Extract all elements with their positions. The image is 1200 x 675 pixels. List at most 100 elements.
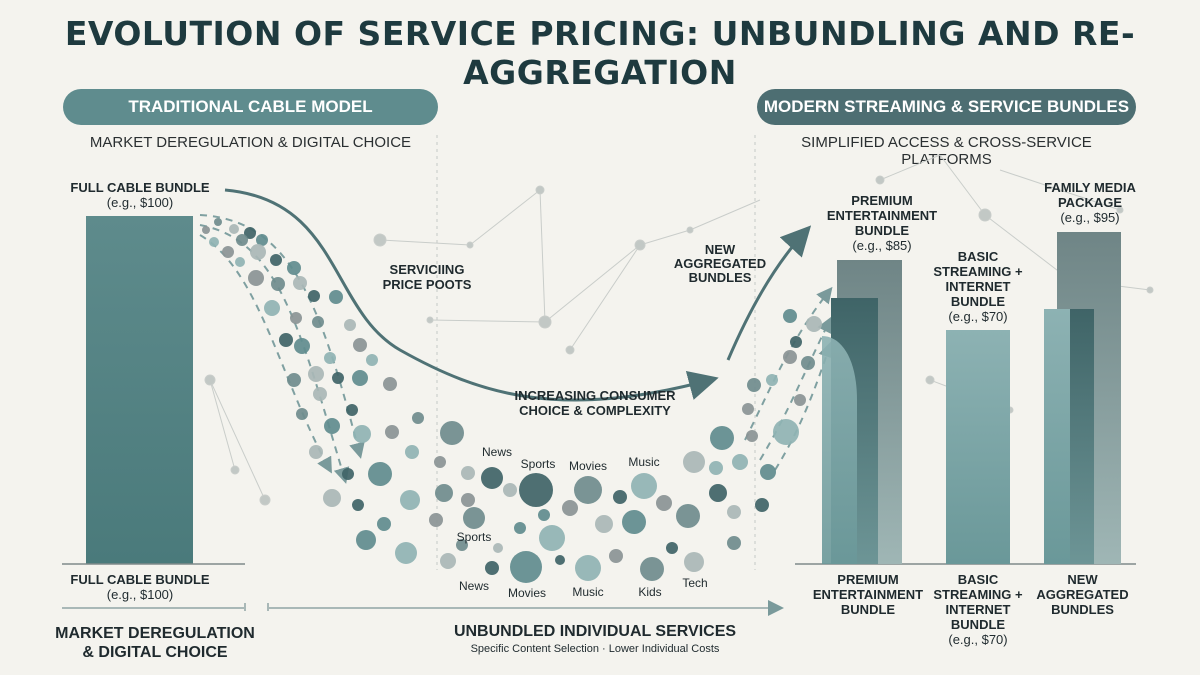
family-bar-front xyxy=(1044,309,1070,564)
service-bubble xyxy=(222,246,234,258)
service-bubble xyxy=(783,350,797,364)
service-bubble xyxy=(461,466,475,480)
service-bubble xyxy=(296,408,308,420)
service-bubble xyxy=(353,338,367,352)
service-bubble xyxy=(352,370,368,386)
service-bubble xyxy=(463,507,485,529)
service-bubble xyxy=(440,421,464,445)
choice-complexity-label: INCREASING CONSUMER CHOICE & COMPLEXITY xyxy=(514,388,676,418)
service-bubble xyxy=(312,316,324,328)
service-bubble xyxy=(344,319,356,331)
family-top-label: FAMILY MEDIA PACKAGE (e.g., $95) xyxy=(1044,180,1136,225)
service-bubble xyxy=(308,366,324,382)
service-bubble xyxy=(575,555,601,581)
service-bubble xyxy=(656,495,672,511)
service-bubble xyxy=(742,403,754,415)
family-media-bar-group xyxy=(1044,232,1121,564)
service-bubble xyxy=(323,489,341,507)
family-bar-mid xyxy=(1068,309,1094,564)
service-bubble xyxy=(790,336,802,348)
service-bubble xyxy=(366,354,378,366)
service-bubble xyxy=(342,468,354,480)
traditional-cable-header: TRADITIONAL CABLE MODEL xyxy=(63,89,438,125)
service-bubble xyxy=(385,425,399,439)
service-bubble xyxy=(332,372,344,384)
service-bubble xyxy=(684,552,704,572)
service-bubble xyxy=(710,426,734,450)
service-bubble xyxy=(622,510,646,534)
service-bubble xyxy=(806,316,822,332)
service-bubble xyxy=(279,333,293,347)
service-bubble xyxy=(435,484,453,502)
service-bubble xyxy=(746,430,758,442)
service-bubble xyxy=(555,555,565,565)
service-bubble xyxy=(676,504,700,528)
service-bubble xyxy=(755,498,769,512)
service-bubble xyxy=(308,290,320,302)
service-bubble xyxy=(202,226,210,234)
service-label-music: Music xyxy=(572,585,604,599)
service-bubble xyxy=(383,377,397,391)
service-label-tech: Tech xyxy=(682,576,708,590)
service-bubble xyxy=(429,513,443,527)
service-bubble xyxy=(595,515,613,533)
service-bubble xyxy=(631,473,657,499)
service-bubble xyxy=(236,234,248,246)
basic-bottom-label: BASIC STREAMING + INTERNET BUNDLE (e.g., … xyxy=(933,572,1023,647)
service-bubble xyxy=(214,218,222,226)
service-bubble xyxy=(244,227,256,239)
service-bubble xyxy=(270,254,282,266)
service-bubble xyxy=(709,461,723,475)
service-bubble xyxy=(290,312,302,324)
service-bubble xyxy=(481,467,503,489)
service-bubble xyxy=(229,224,239,234)
premium-bottom-label: PREMIUM ENTERTAINMENT BUNDLE xyxy=(812,572,924,617)
service-bubble xyxy=(794,394,806,406)
service-bubble xyxy=(264,300,280,316)
service-bubble xyxy=(493,543,503,553)
servicing-price-label: SERVICIING PRICE POOTS xyxy=(382,262,472,292)
left-subheader: MARKET DEREGULATION & DIGITAL CHOICE xyxy=(89,134,412,151)
service-bubble xyxy=(271,277,285,291)
service-bubble xyxy=(250,244,266,260)
service-label-kids: Kids xyxy=(638,585,662,599)
full-cable-top-label: FULL CABLE BUNDLE (e.g., $100) xyxy=(70,180,210,210)
service-bubble xyxy=(727,505,741,519)
modern-streaming-header: MODERN STREAMING & SERVICE BUNDLES xyxy=(757,89,1136,125)
service-bubble xyxy=(309,445,323,459)
premium-entertainment-bar-group xyxy=(822,260,902,564)
premium-top-label: PREMIUM ENTERTAINMENT BUNDLE (e.g., $85) xyxy=(826,193,938,253)
unbundled-services-subtitle: Specific Content Selection · Lower Indiv… xyxy=(470,643,720,655)
service-bubble xyxy=(503,483,517,497)
service-bubble xyxy=(562,500,578,516)
service-bubbles xyxy=(202,218,822,583)
service-bubble xyxy=(356,530,376,550)
service-bubble xyxy=(405,445,419,459)
service-bubble xyxy=(324,352,336,364)
service-bubble xyxy=(538,509,550,521)
service-bubble xyxy=(609,549,623,563)
service-bubble xyxy=(727,536,741,550)
service-bubble xyxy=(434,456,446,468)
service-bubble xyxy=(510,551,542,583)
service-bubble xyxy=(514,522,526,534)
service-bubble xyxy=(287,373,301,387)
network-background xyxy=(204,154,1154,506)
service-bubble xyxy=(293,276,307,290)
service-bubble xyxy=(747,378,761,392)
service-bubble xyxy=(732,454,748,470)
service-bubble xyxy=(368,462,392,486)
service-bubble xyxy=(613,490,627,504)
service-bubble xyxy=(440,553,456,569)
service-bubble xyxy=(456,539,468,551)
service-bubble xyxy=(412,412,424,424)
page-title: EVOLUTION OF SERVICE PRICING: UNBUNDLING… xyxy=(64,14,1136,92)
choice-complexity-arrow xyxy=(224,188,719,402)
unbundled-services-title: UNBUNDLED INDIVIDUAL SERVICES xyxy=(453,623,737,640)
service-bubble xyxy=(346,404,358,416)
new-bundles-arrow xyxy=(726,225,812,361)
service-label-news: News xyxy=(481,445,512,459)
full-cable-bundle-bar xyxy=(86,216,193,564)
service-bubble xyxy=(783,309,797,323)
basic-streaming-bar xyxy=(946,330,1010,564)
